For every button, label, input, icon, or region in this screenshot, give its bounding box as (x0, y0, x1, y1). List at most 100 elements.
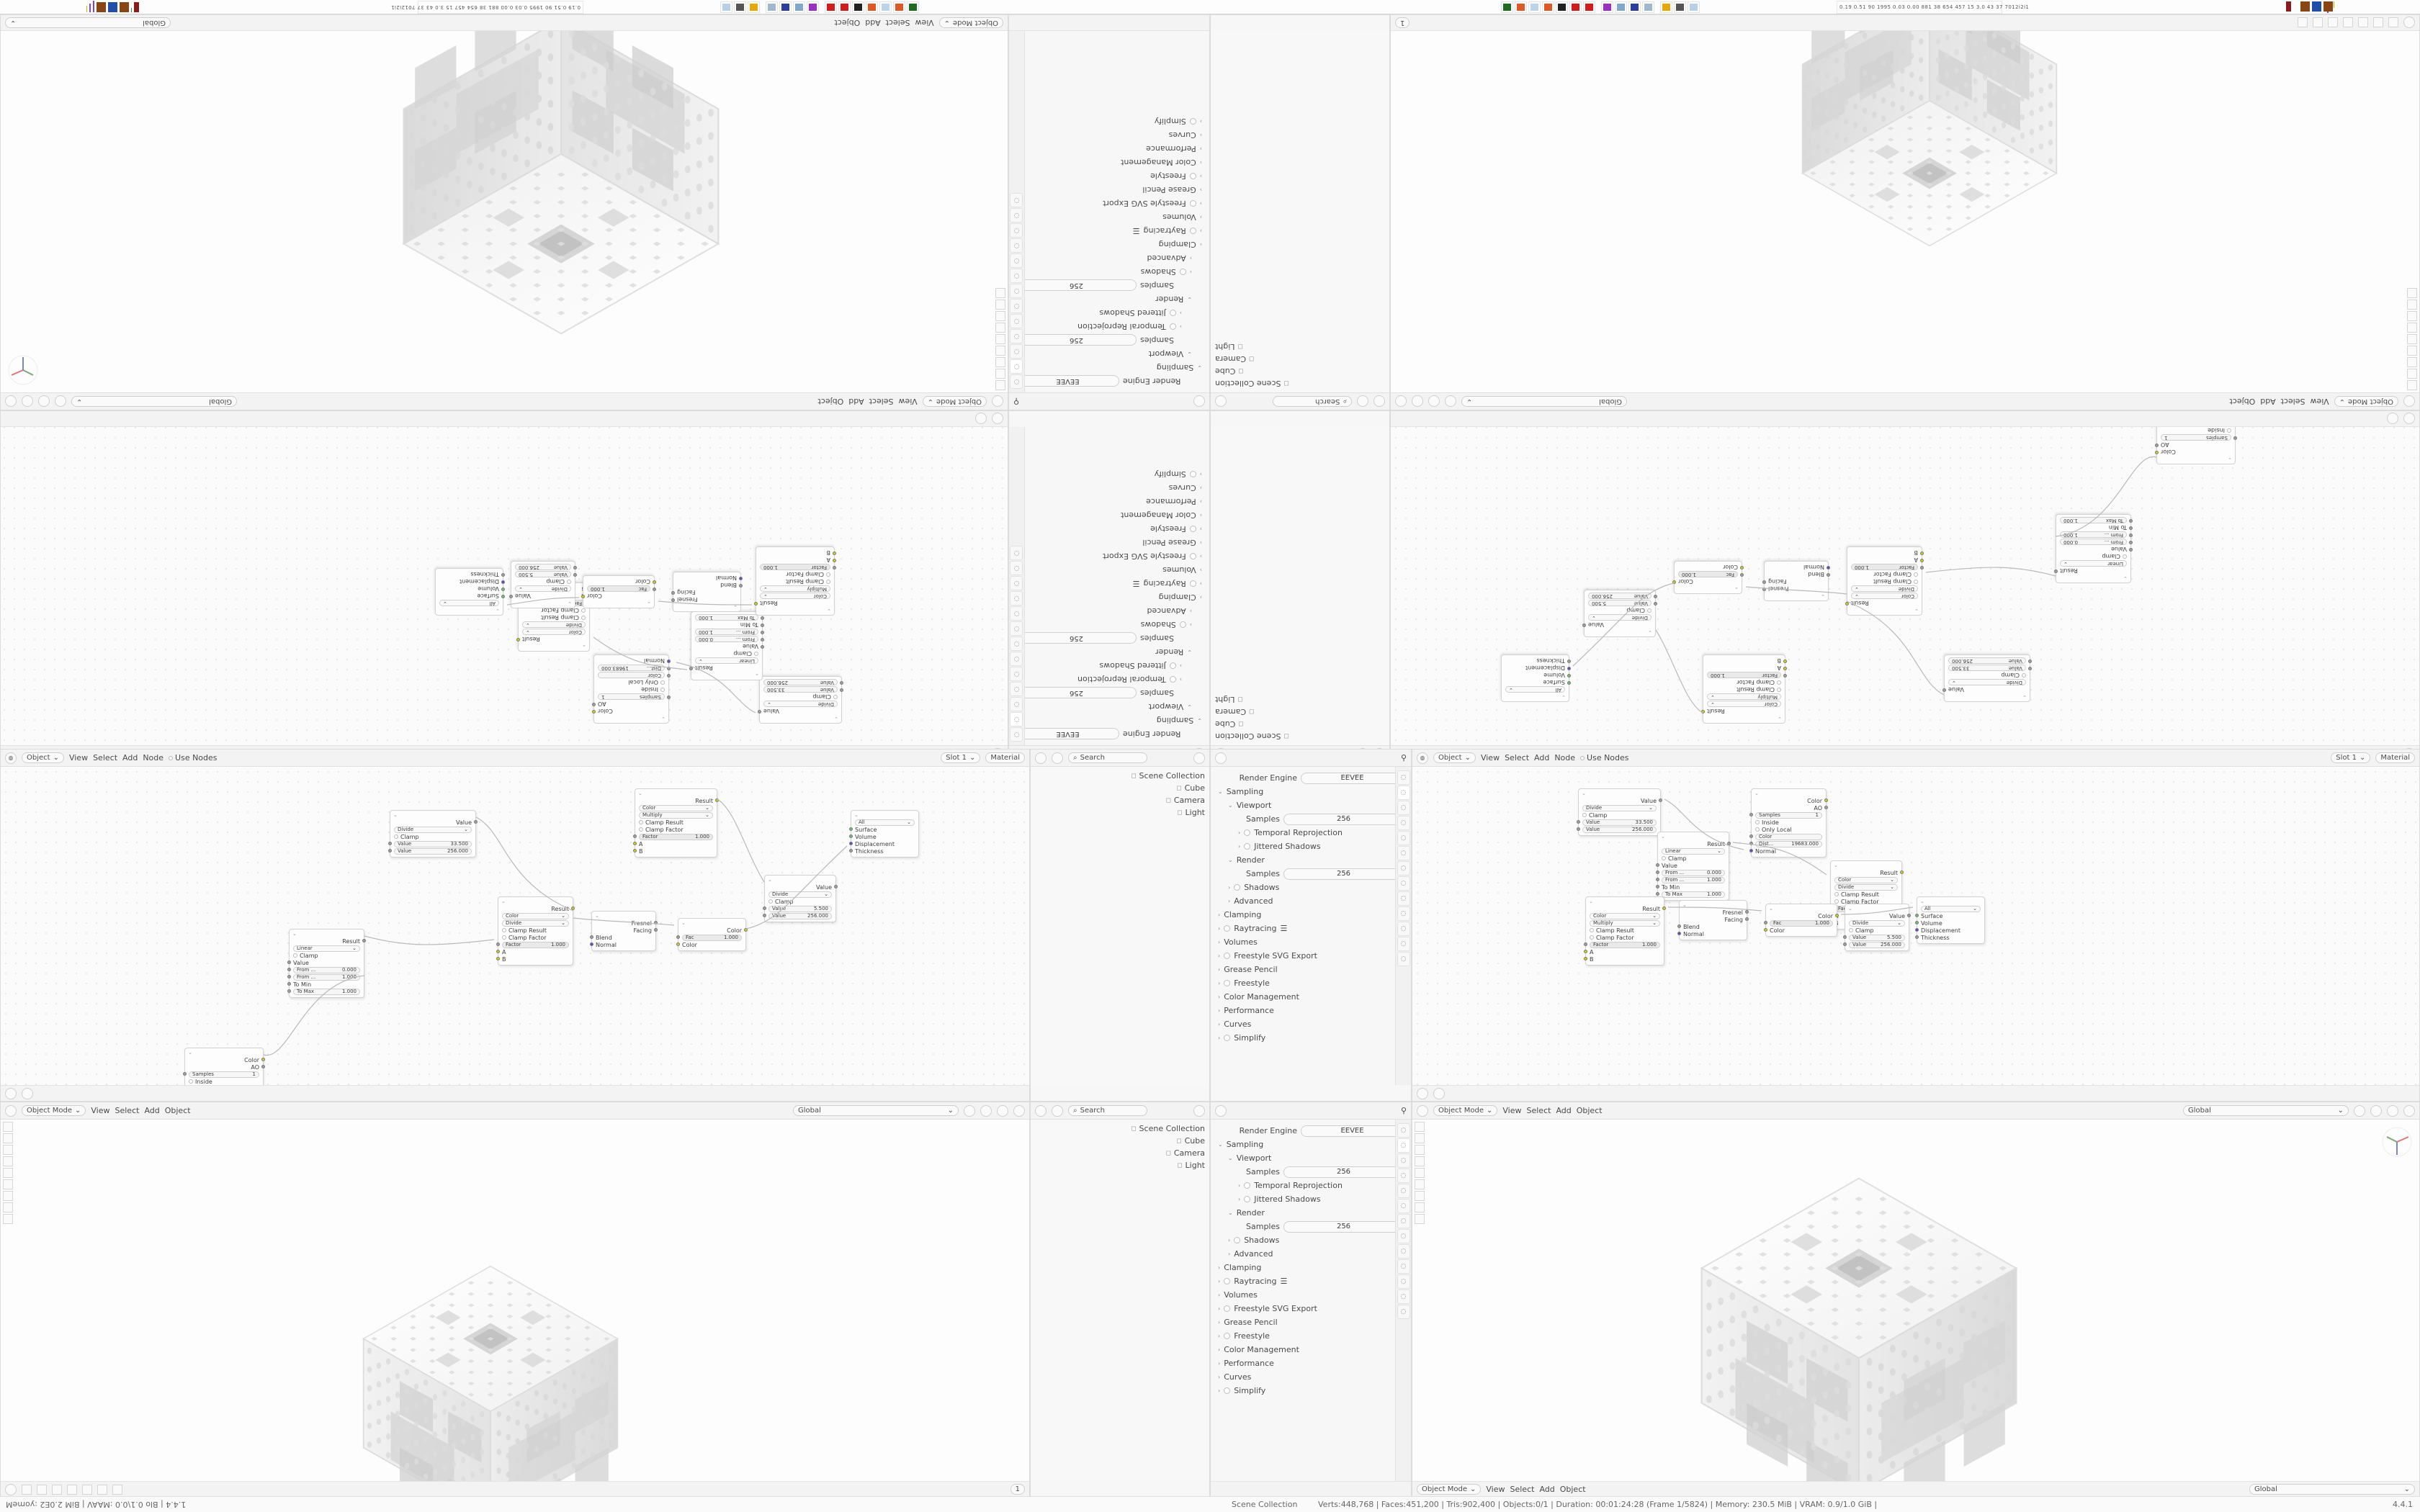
chevron-right-icon[interactable]: › (1199, 200, 1202, 207)
outliner-item[interactable]: ◻ Light (1031, 1159, 1209, 1171)
node-value-field[interactable]: To Max 1.000 (695, 614, 758, 621)
chevron-right-icon[interactable]: › (1179, 676, 1182, 683)
record-red-icon-mirrored[interactable] (1569, 1, 1582, 13)
node-collapse-chevron-icon[interactable]: ⌄ (1734, 586, 1739, 592)
node-socket-input[interactable] (1915, 921, 1919, 924)
node-value-field[interactable]: From ... 1.000 (695, 629, 758, 636)
use-nodes-checkbox[interactable] (169, 755, 174, 760)
node-checkbox[interactable] (1914, 572, 1918, 577)
node-socket-input[interactable] (761, 616, 764, 620)
properties-tab-wrench-modifier-icon[interactable]: ◌ (1010, 621, 1023, 636)
property-section-row[interactable]: › Temporal Reprojection (1010, 672, 1208, 686)
playback-control[interactable] (2328, 17, 2338, 28)
object-mode-select[interactable]: Object Mode ⌄ (1417, 1484, 1482, 1495)
node-dropdown[interactable]: Divide ⌄ (522, 621, 586, 629)
node-socket-output[interactable] (1745, 910, 1749, 914)
node-dropdown[interactable]: Linear ⌄ (293, 945, 360, 952)
node-socket-output[interactable] (671, 591, 675, 595)
properties-tab-particles-icon[interactable]: ◌ (1397, 1244, 1410, 1259)
node-collapse-chevron-icon[interactable]: ⌄ (834, 716, 838, 721)
viewport-menu-view[interactable]: View (91, 1106, 110, 1115)
property-section-row[interactable]: ›Clamping⁞⁞ (1212, 1261, 1410, 1274)
timeline-header[interactable]: 1 (1391, 15, 2419, 31)
node-value-field[interactable]: Value 5.500 (515, 571, 571, 578)
node-socket-input[interactable] (633, 849, 637, 852)
node-socket-input[interactable] (590, 935, 593, 939)
viewport-header-right[interactable]: Object Mode ⌄ View Select Add Object Global ⌄ (1, 392, 1008, 410)
node-checkbox[interactable] (2227, 428, 2231, 433)
overlay-icon[interactable] (975, 413, 987, 425)
node-dropdown[interactable]: Divide ⌄ (768, 891, 832, 898)
node-socket-output[interactable] (834, 885, 838, 888)
properties-tab-world-icon[interactable]: ◌ (1397, 1199, 1410, 1213)
node-socket-input[interactable] (667, 674, 671, 678)
chevron-down-icon[interactable]: ⌄ (1187, 649, 1192, 655)
properties-panel-top[interactable]: ⚲Render EngineEEVEE⌄⌄Sampling⁞⁞⌄Viewport… (1008, 410, 1210, 763)
viewport-menu-object[interactable]: Object (817, 397, 844, 406)
image-viewer-icon-mirrored[interactable] (1556, 1, 1568, 13)
node-canvas[interactable]: ⌄ Value Divide ⌄ Clamp Value 33.500 Value 256.00… (1, 767, 1029, 1101)
node-socket-input[interactable] (287, 968, 291, 971)
property-section-row[interactable]: ⌄ Render (1212, 853, 1410, 867)
property-section-row[interactable]: ⌄ Viewport (1212, 798, 1410, 812)
property-value-field[interactable]: 256 (1016, 687, 1137, 699)
playback-control[interactable] (2388, 17, 2398, 28)
node-collapse-chevron-icon[interactable]: ⌄ (1920, 899, 1924, 904)
node-value-field[interactable]: Value 256.000 (763, 679, 838, 686)
node-canvas-right[interactable]: ⌄ Value Divide ⌄ Clamp Value 33.500 Value 256.00… (1412, 767, 2419, 1085)
chevron-right-icon[interactable]: › (1199, 594, 1202, 600)
viewport-menu-view[interactable]: View (898, 397, 918, 406)
node-value-field[interactable]: From ... 0.000 (1662, 869, 1725, 876)
properties-tab-constraint-icon[interactable]: ◌ (1010, 576, 1023, 590)
node-collapse-chevron-icon[interactable]: ⌄ (1582, 791, 1586, 796)
tool-button[interactable] (3, 1179, 13, 1189)
property-section-row[interactable]: ⌄ Viewport (1010, 700, 1208, 714)
node-value-field[interactable]: Value 256.000 (515, 564, 571, 571)
list-icon[interactable]: ☰ (1132, 226, 1140, 235)
property-checkbox[interactable] (1189, 526, 1196, 532)
property-section-row[interactable]: › Shadows (1010, 265, 1208, 279)
node-collapse-chevron-icon[interactable]: ⌄ (681, 920, 686, 926)
property-section-row[interactable]: ›Grease Pencil⁞⁞ (1212, 963, 1410, 976)
property-section-row[interactable]: ›Raytracing☰⁞⁞ (1010, 577, 1208, 590)
viewport-header-right[interactable]: Object Mode ⌄ View Select Add Object Global ⌄ (1412, 1102, 2419, 1120)
property-section-row[interactable]: ›Color Management⁞⁞ (1212, 1343, 1410, 1356)
node-menu-select[interactable]: Select (93, 753, 118, 762)
node-socket-input[interactable] (833, 552, 836, 555)
node-socket-output[interactable] (261, 1058, 265, 1061)
node-value-field[interactable]: Value 256.000 (1849, 941, 1905, 948)
outliner-tree[interactable]: ◻ Scene Collection ◻ Cube ◻ Camera ◻ Light (1031, 1120, 1209, 1481)
node-value-field[interactable]: From ... 1.000 (1662, 876, 1725, 883)
properties-tab-data-icon[interactable]: ◌ (1397, 1290, 1410, 1304)
node-dropdown[interactable]: Color ⌄ (639, 804, 713, 811)
tool-button[interactable] (2407, 288, 2417, 298)
node-value-field[interactable]: Value 256.000 (1948, 657, 2026, 665)
node-socket-input[interactable] (676, 942, 680, 946)
node-math[interactable]: ⌄ Value Divide ⌄ Clamp Value 5.500 Value 256.000 (1582, 590, 1657, 637)
object-mode-select[interactable]: Object Mode ⌄ (1433, 1105, 1498, 1116)
chevron-right-icon[interactable]: › (1238, 1196, 1241, 1202)
node-material-output[interactable]: ⌄ All ⌄ Surface Volume Displacement Thickness (1501, 654, 1571, 702)
render-properties-list[interactable]: Render EngineEEVEE⌄⌄Sampling⁞⁞⌄ViewportS… (1009, 31, 1209, 392)
node-collapse-chevron-icon[interactable]: ⌄ (2123, 575, 2128, 581)
rendered-icon[interactable] (1395, 395, 1407, 408)
playback-control[interactable] (52, 1484, 62, 1495)
node-socket-output[interactable] (1727, 842, 1731, 845)
node-socket-input[interactable] (496, 950, 500, 953)
node-socket-input[interactable] (833, 559, 836, 562)
chevron-right-icon[interactable]: › (1238, 843, 1241, 850)
outliner-tree[interactable]: ◻ Scene Collection ◻ Cube ◻ Camera ◻ Light (1211, 31, 1389, 392)
node-value-field[interactable]: To Max 1.000 (293, 988, 360, 995)
node-checkbox[interactable] (1590, 928, 1594, 932)
node-value-field[interactable]: Value 256.000 (1588, 593, 1652, 600)
outliner-top[interactable]: ⌕Search◻Scene Collection◻Cube◻Camera◻Lig… (1210, 410, 1390, 763)
node-socket-output[interactable] (1659, 798, 1662, 802)
property-checkbox[interactable] (1169, 323, 1176, 330)
chevron-right-icon[interactable]: › (1218, 1021, 1221, 1027)
properties-header[interactable]: ⚲ (1211, 1102, 1411, 1120)
property-checkbox[interactable] (1224, 1035, 1231, 1041)
chevron-right-icon[interactable]: › (1199, 145, 1202, 152)
node-menu-node[interactable]: Node (143, 753, 164, 762)
